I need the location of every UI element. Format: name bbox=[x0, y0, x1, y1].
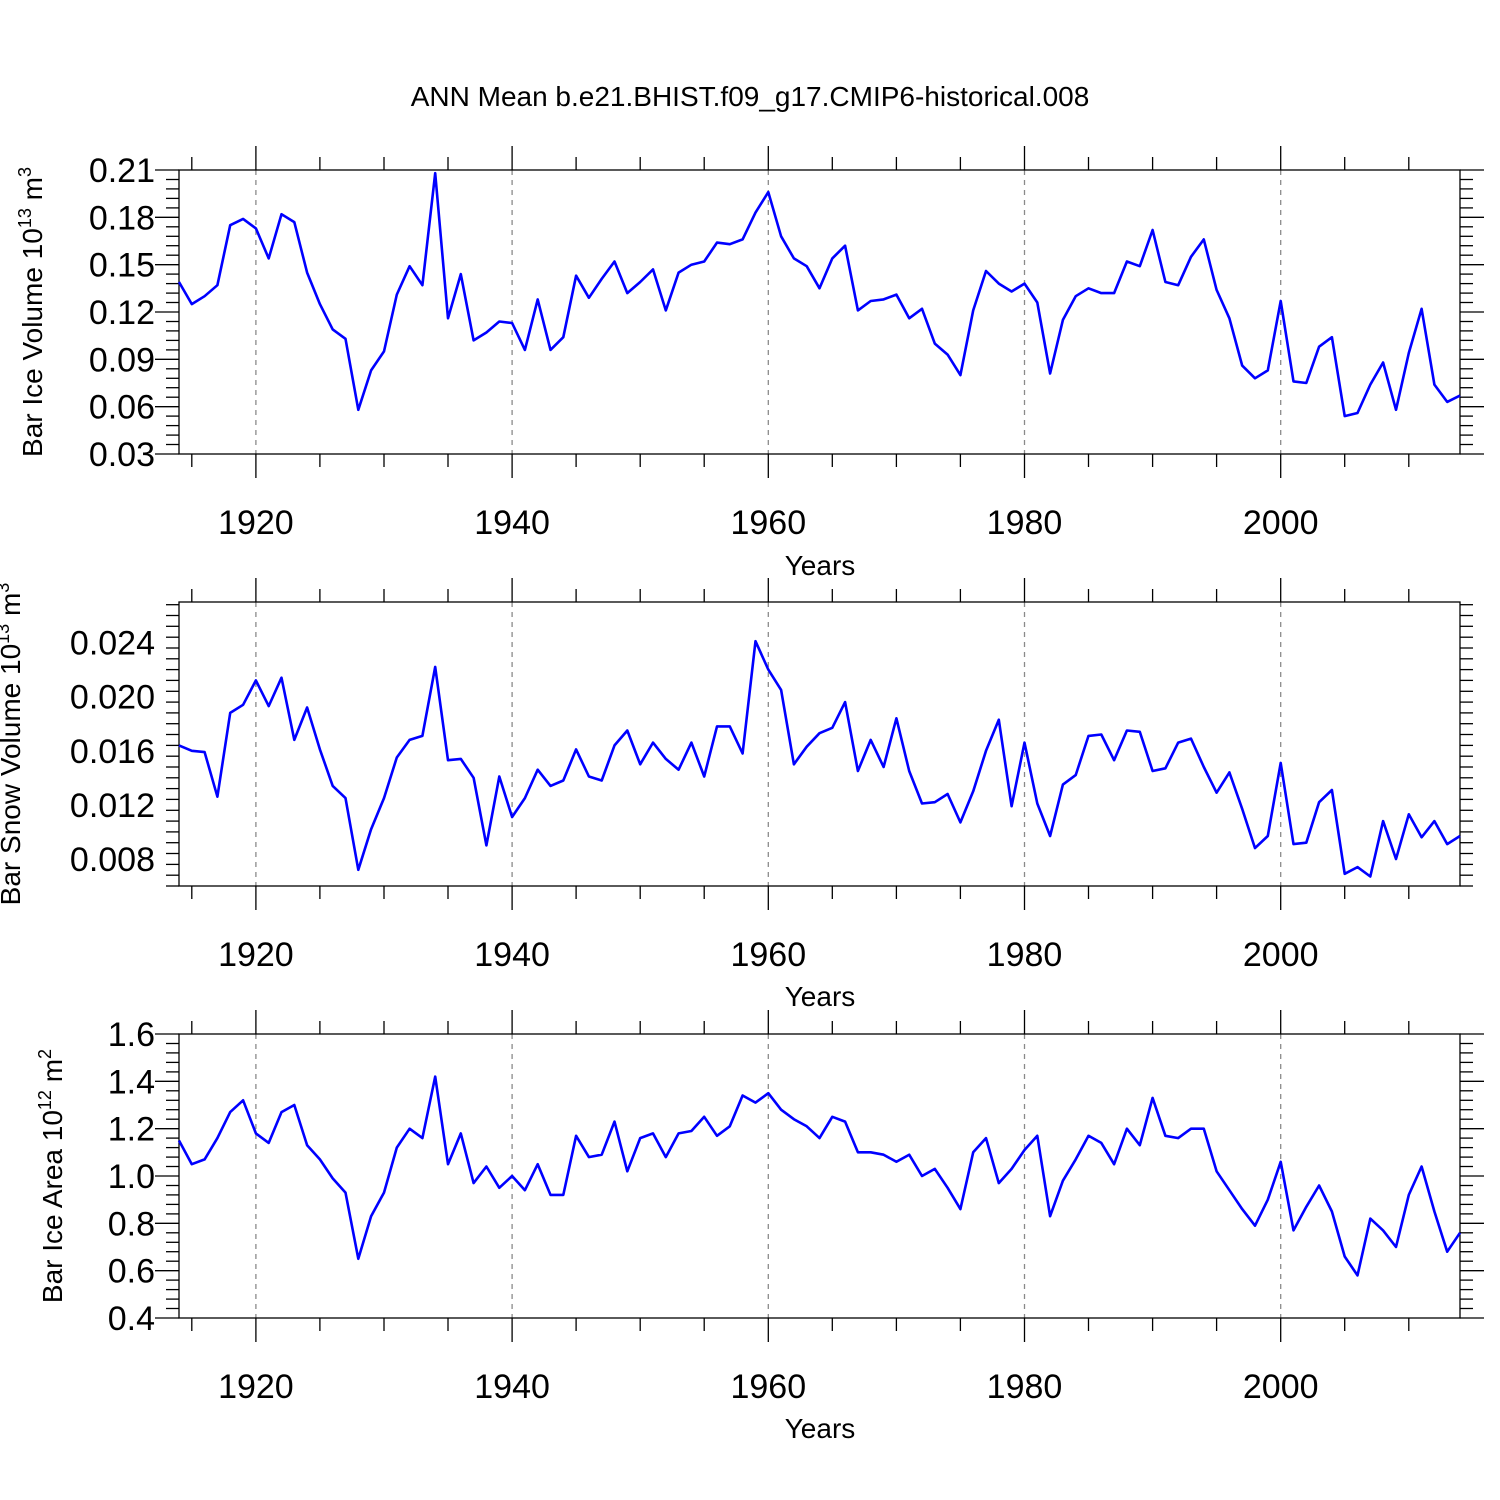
y-axis-title-unit-exponent: 3 bbox=[15, 167, 35, 177]
y-tick-label: 0.12 bbox=[89, 294, 155, 332]
y-tick-label: 0.4 bbox=[108, 1300, 155, 1338]
panel-snow-volume: 1920 1940 1960 1980 2000 0.008 0.012 0.016 0.020… bbox=[0, 578, 1473, 1012]
x-tick-label: 1940 bbox=[474, 504, 550, 542]
plot-frame bbox=[178, 169, 1461, 455]
y-axis-title-text: Bar Snow Volume 10 bbox=[0, 644, 26, 906]
x-axis-title: Years bbox=[785, 1413, 856, 1444]
y-tick-label: 1.6 bbox=[108, 1016, 155, 1054]
y-axis-title: Bar Ice Volume 1013 m3 bbox=[15, 167, 48, 457]
x-tick-label: 1980 bbox=[987, 504, 1063, 542]
series-line bbox=[177, 171, 1461, 418]
y-tick-label: 0.06 bbox=[89, 389, 155, 427]
y-axis-title-exponent: 13 bbox=[0, 624, 13, 644]
x-tick-label: 1920 bbox=[218, 1368, 294, 1406]
y-tick-label: 0.6 bbox=[108, 1253, 155, 1291]
panel-ice-area: 1920 1940 1960 1980 2000 0.4 0.6 0.8 1.0 1.2 1.4 1.… bbox=[35, 1010, 1484, 1444]
y-axis-title-unit: m bbox=[37, 1059, 68, 1082]
y-axis-title-exponent: 12 bbox=[35, 1090, 55, 1110]
plot-frame bbox=[178, 1033, 1461, 1319]
y-tick-label: 0.21 bbox=[89, 152, 155, 190]
x-tick-label: 1980 bbox=[987, 936, 1063, 974]
y-tick-label: 0.18 bbox=[89, 199, 155, 237]
y-tick-label: 0.016 bbox=[70, 733, 155, 771]
y-axis-title-text: Bar Ice Volume 10 bbox=[17, 228, 48, 457]
y-tick-label: 0.03 bbox=[89, 436, 155, 474]
x-grid bbox=[255, 170, 1282, 454]
y-tick-label: 0.09 bbox=[89, 341, 155, 379]
series bbox=[177, 1075, 1462, 1277]
x-grid bbox=[255, 602, 1282, 886]
axis-ticks bbox=[166, 578, 1473, 910]
x-axis-title: Years bbox=[785, 981, 856, 1012]
plot-frame bbox=[178, 601, 1461, 887]
x-tick-label: 1940 bbox=[474, 936, 550, 974]
x-tick-label: 2000 bbox=[1243, 936, 1319, 974]
y-axis-title-unit-exponent: 2 bbox=[35, 1049, 55, 1059]
y-axis-title-exponent: 13 bbox=[15, 208, 35, 228]
y-tick-label: 0.8 bbox=[108, 1205, 155, 1243]
y-axis-title-text: Bar Ice Area 10 bbox=[37, 1110, 68, 1303]
panel-ice-volume: 1920 1940 1960 1980 2000 0.03 0.06 0.09 0.12 0.15… bbox=[15, 146, 1484, 581]
series bbox=[177, 171, 1461, 418]
x-tick-label: 1960 bbox=[730, 936, 806, 974]
y-axis-title-unit: m bbox=[0, 593, 26, 616]
y-tick-label: 1.4 bbox=[108, 1063, 155, 1101]
x-tick-label: 1980 bbox=[987, 1368, 1063, 1406]
x-tick-label: 2000 bbox=[1243, 504, 1319, 542]
y-axis-title: Bar Snow Volume 1013 m3 bbox=[0, 583, 26, 906]
y-tick-label: 0.008 bbox=[70, 841, 155, 879]
x-axis-title: Years bbox=[785, 550, 856, 581]
y-tick-label: 1.2 bbox=[108, 1111, 155, 1149]
x-tick-label: 1920 bbox=[218, 936, 294, 974]
x-tick-label: 1920 bbox=[218, 504, 294, 542]
y-axis-title-unit-exponent: 3 bbox=[0, 583, 13, 593]
x-tick-label: 1940 bbox=[474, 1368, 550, 1406]
y-tick-label: 0.024 bbox=[70, 625, 155, 663]
y-tick-label: 1.0 bbox=[108, 1158, 155, 1196]
y-axis-title-unit: m bbox=[17, 177, 48, 200]
axis-ticks bbox=[155, 1010, 1484, 1342]
series bbox=[178, 639, 1461, 878]
chart-title: ANN Mean b.e21.BHIST.f09_g17.CMIP6-histo… bbox=[411, 81, 1090, 112]
tick-labels: 1920 1940 1960 1980 2000 0.03 0.06 0.09 0.12 0.15… bbox=[89, 152, 1319, 542]
axis-ticks bbox=[155, 146, 1484, 478]
x-tick-label: 1960 bbox=[730, 504, 806, 542]
x-tick-label: 2000 bbox=[1243, 1368, 1319, 1406]
tick-labels: 1920 1940 1960 1980 2000 0.4 0.6 0.8 1.0 1.2 1.4 1.… bbox=[108, 1016, 1319, 1406]
series-line bbox=[177, 1075, 1462, 1277]
series-line bbox=[178, 639, 1461, 878]
y-axis-title: Bar Ice Area 1012 m2 bbox=[35, 1049, 68, 1303]
y-tick-label: 0.012 bbox=[70, 787, 155, 825]
tick-labels: 1920 1940 1960 1980 2000 0.008 0.012 0.016 0.020… bbox=[70, 625, 1319, 974]
y-tick-label: 0.020 bbox=[70, 679, 155, 717]
x-tick-label: 1960 bbox=[730, 1368, 806, 1406]
y-tick-label: 0.15 bbox=[89, 247, 155, 285]
x-grid bbox=[255, 1034, 1282, 1318]
